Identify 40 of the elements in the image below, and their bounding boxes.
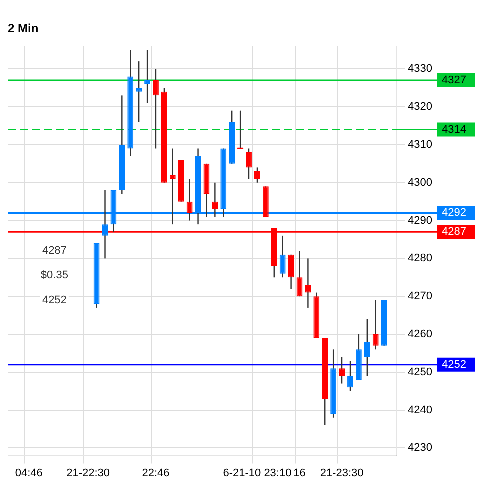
chart-title: 2 Min — [8, 22, 39, 36]
ref-line-label: 4287 — [442, 226, 466, 238]
candlestick — [246, 148, 252, 180]
y-tick-label: 4290 — [408, 214, 432, 227]
candlestick — [348, 360, 354, 392]
annotation: 4252 — [42, 294, 67, 306]
x-tick-label: 21-23:30 — [320, 467, 364, 480]
x-tick-label: 04:46 — [15, 467, 43, 480]
y-tick-label: 4330 — [408, 63, 432, 76]
y-tick-label: 4250 — [408, 366, 432, 378]
y-tick-label: 4270 — [408, 290, 432, 303]
candlestick — [339, 356, 345, 384]
candlestick — [372, 300, 379, 350]
candlestick — [212, 182, 218, 218]
candlestick — [153, 68, 159, 150]
ref-line-label: 4314 — [442, 124, 466, 136]
y-tick-label: 4240 — [408, 404, 432, 416]
x-tick-label: 16 — [294, 467, 306, 480]
y-tick-label: 4260 — [408, 328, 432, 341]
candlestick — [186, 178, 193, 222]
candlestick — [364, 318, 370, 377]
y-tick-label: 4230 — [408, 442, 432, 454]
x-tick-label: 22:46 — [142, 467, 170, 480]
candlestick — [254, 167, 260, 184]
candlestick — [280, 235, 286, 278]
x-tick-label: 6-21-10 23:10 — [223, 467, 292, 480]
candlestick — [288, 254, 294, 290]
candlestick — [136, 60, 142, 123]
ref-line-label: 4292 — [442, 207, 466, 220]
x-tick-label: 21-22:30 — [66, 467, 110, 480]
ref-line-label: 4327 — [442, 74, 466, 87]
y-tick-label: 4310 — [408, 138, 432, 151]
y-tick-label: 4280 — [408, 252, 432, 265]
y-tick-label: 4320 — [408, 101, 432, 114]
candlestick — [305, 258, 312, 309]
annotation: $0.35 — [40, 270, 68, 282]
annotation: 4287 — [42, 245, 67, 258]
y-tick-label: 4300 — [408, 176, 432, 189]
ref-line-label: 4252 — [442, 358, 466, 371]
candlestick — [144, 50, 150, 104]
